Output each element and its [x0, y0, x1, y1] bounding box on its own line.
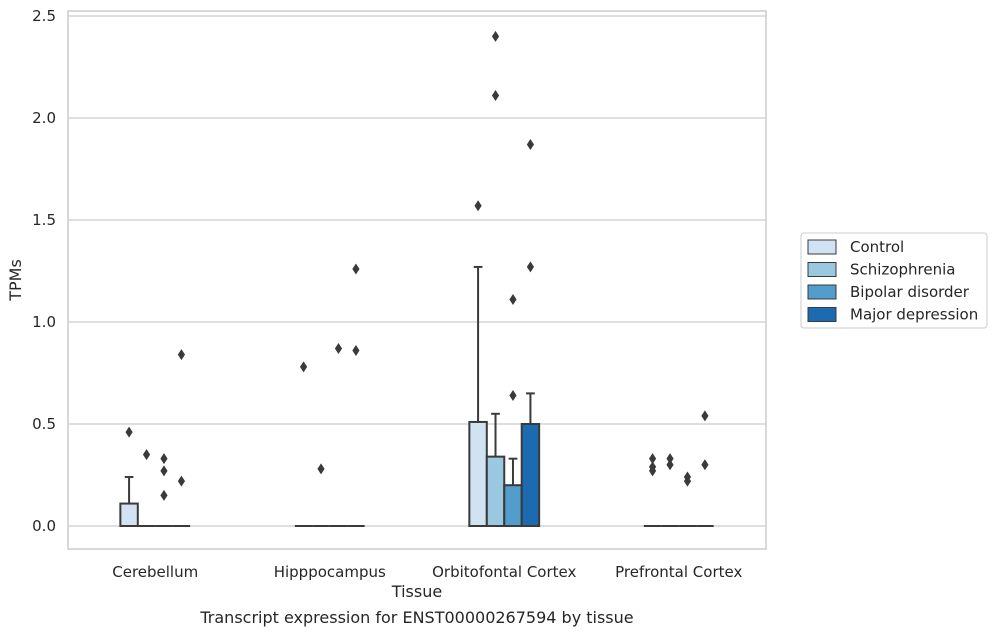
legend-swatch [807, 307, 837, 322]
box [485, 455, 506, 528]
box-group [520, 139, 541, 527]
legend-entry: Bipolar disorder [850, 283, 970, 301]
box-group [696, 410, 714, 527]
x-tick-label: Orbitofontal Cortex [432, 563, 576, 581]
legend-swatch [807, 284, 837, 300]
outlier-point [701, 459, 709, 471]
outlier-point [509, 389, 517, 401]
box-group [661, 453, 679, 527]
box-group [329, 343, 348, 527]
legend-frame [800, 232, 988, 329]
plot-frame [67, 10, 767, 550]
box-group [468, 200, 488, 527]
box-series [119, 30, 714, 528]
box-group [347, 263, 365, 527]
y-tick-label: 1.0 [32, 313, 56, 331]
legend-entry: Schizophrenia [850, 261, 955, 279]
y-tick-label: 0.0 [32, 517, 56, 535]
outlier-point [160, 465, 168, 477]
x-tick-label: Cerebellum [112, 563, 198, 581]
box [468, 420, 488, 527]
plot-area [68, 11, 766, 549]
y-tick-label: 1.5 [32, 211, 56, 229]
chart-caption: Transcript expression for ENST0000026759… [199, 608, 633, 627]
x-axis-label: Tissue [391, 582, 442, 601]
outlier-point [701, 410, 709, 422]
box-group [172, 349, 191, 527]
x-tick-labels: Cerebellum Hipppocampus Orbitofontal Corte… [112, 563, 742, 581]
outlier-point [648, 461, 657, 473]
outlier-point [299, 361, 308, 373]
outlier-point [352, 345, 360, 357]
box-group [119, 426, 139, 527]
x-tick-label: Prefrontal Cortex [615, 563, 742, 581]
outlier-point [160, 489, 168, 501]
outlier-point [526, 261, 535, 273]
outlier-point [491, 90, 500, 102]
box-group [678, 471, 697, 527]
legend-swatch [807, 262, 837, 277]
outlier-point [352, 263, 360, 275]
legend-entry: Control [850, 238, 904, 256]
box-group [503, 294, 523, 528]
outlier-point [648, 453, 657, 465]
outlier-point [125, 426, 133, 438]
outlier-point [666, 453, 674, 465]
outlier-point [683, 471, 692, 483]
box [119, 502, 139, 527]
outlier-point [509, 294, 517, 306]
outlier-point [317, 463, 325, 475]
legend-swatch [807, 239, 837, 255]
box-group [137, 449, 156, 527]
legend: Control Schizophrenia Bipolar disorder Majo… [800, 232, 988, 329]
outlier-point [474, 200, 482, 212]
outlier-point [160, 453, 168, 465]
outlier-point [334, 343, 343, 355]
outlier-point [666, 459, 674, 471]
box-group [294, 361, 313, 527]
outlier-point [177, 349, 186, 361]
y-axis-label: TPMs [6, 259, 25, 302]
box-group [155, 453, 173, 527]
outlier-point [526, 139, 535, 151]
legend-entry: Major depression [850, 306, 978, 324]
outlier-point [491, 30, 500, 42]
outlier-point [177, 475, 186, 487]
x-tick-label: Hipppocampus [274, 563, 386, 581]
y-tick-label: 2.5 [32, 7, 56, 25]
box [520, 423, 541, 527]
box-group [643, 453, 662, 527]
y-tick-label: 0.5 [32, 415, 56, 433]
box-group [312, 463, 330, 527]
box [503, 484, 523, 528]
y-tick-labels: 0.0 0.5 1.0 1.5 2.0 2.5 [32, 7, 56, 535]
outlier-point [142, 449, 151, 461]
y-tick-label: 2.0 [32, 109, 56, 127]
